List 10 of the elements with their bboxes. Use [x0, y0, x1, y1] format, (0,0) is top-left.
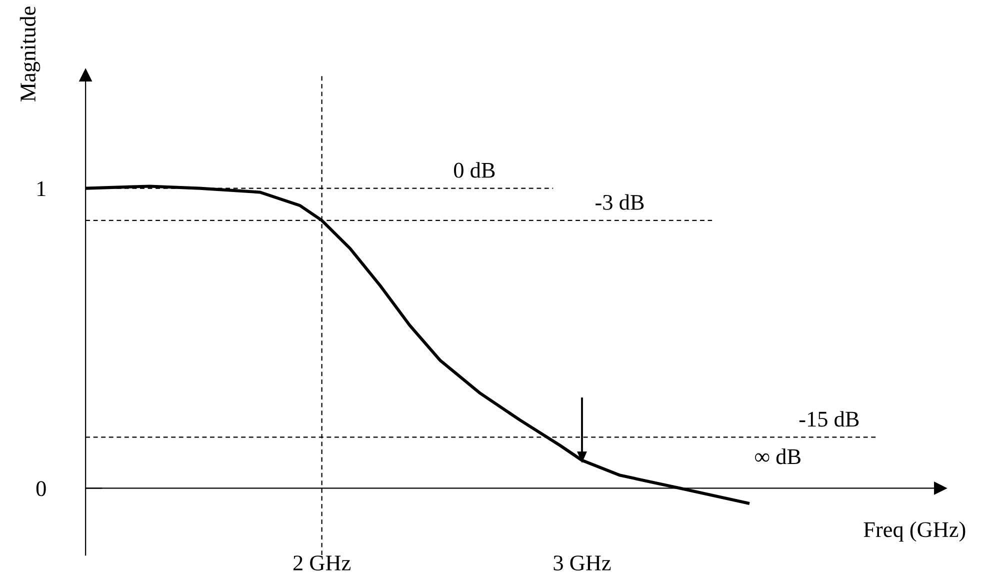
ref-line-label: 0 dB — [454, 162, 495, 178]
y-tick-label: 0 — [36, 481, 46, 496]
y-axis-title: Magnitude — [20, 6, 40, 102]
ref-line-label: -15 dB — [799, 411, 859, 427]
y-tick-label: 1 — [38, 181, 46, 196]
x-axis-title: Freq (GHz) — [864, 521, 966, 542]
x-tick-label: 3 GHz — [554, 556, 611, 571]
x-tick-label: 2 GHz — [293, 556, 351, 571]
annotation: ∞ dB — [755, 448, 800, 464]
ref-line-label: -3 dB — [596, 194, 644, 210]
